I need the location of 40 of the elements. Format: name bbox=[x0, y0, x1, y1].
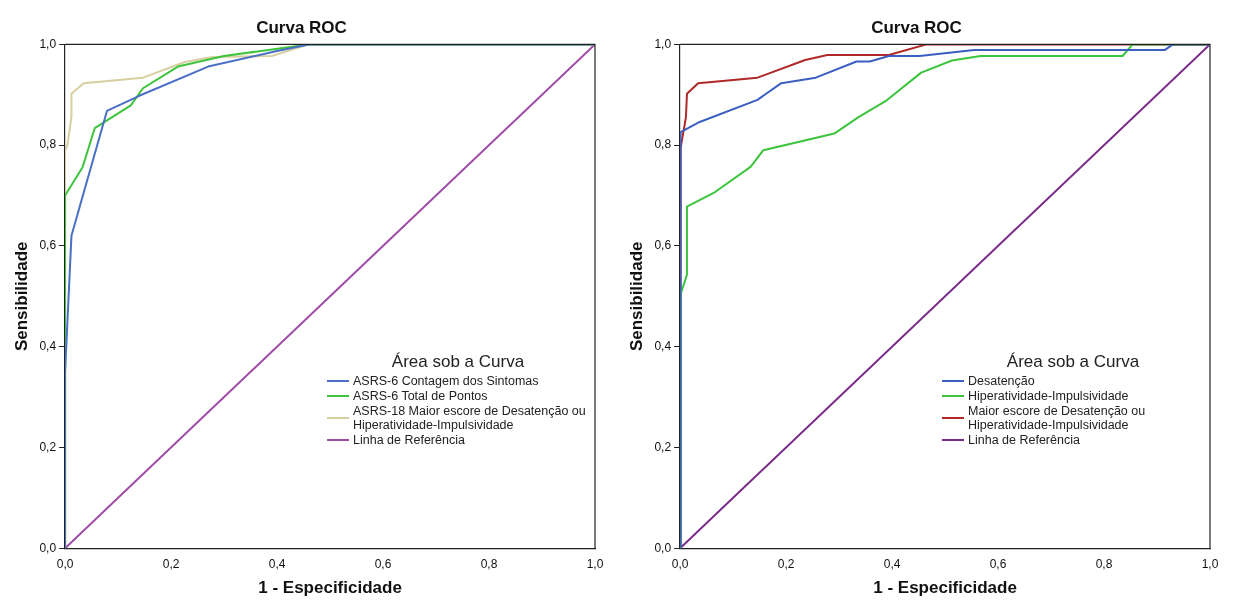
x-tick-label: 0,8 bbox=[480, 556, 498, 571]
y-tick-label: 0,6 bbox=[654, 238, 672, 253]
legend-label: ASRS-18 Maior escore de Desatenção ou Hiperatividade-Impulsividade bbox=[353, 404, 587, 433]
x-tick-label: 0,4 bbox=[883, 556, 901, 571]
x-tick-label: 0,0 bbox=[671, 556, 689, 571]
x-tick-label: 0,6 bbox=[374, 556, 392, 571]
y-axis-title: Sensibilidade bbox=[626, 241, 646, 352]
x-tick-label: 0,0 bbox=[56, 556, 74, 571]
x-tick-label: 0,8 bbox=[1095, 556, 1113, 571]
y-tick-label: 0,6 bbox=[39, 238, 57, 253]
y-tick-label: 0,0 bbox=[39, 540, 57, 555]
x-tick-label: 0,6 bbox=[989, 556, 1007, 571]
x-tick-label: 1,0 bbox=[586, 556, 604, 571]
legend-label: ASRS-6 Total de Pontos bbox=[353, 389, 488, 404]
legend-label: ASRS-6 Contagem dos Sintomas bbox=[353, 374, 539, 389]
x-tick-label: 0,4 bbox=[268, 556, 286, 571]
x-axis-title: 1 - Especificidade bbox=[258, 578, 402, 598]
x-axis-title: 1 - Especificidade bbox=[873, 578, 1017, 598]
y-tick-label: 0,8 bbox=[654, 137, 672, 152]
y-tick-label: 0,4 bbox=[654, 338, 672, 353]
legend-label: Linha de Referência bbox=[968, 433, 1080, 448]
x-tick-label: 0,2 bbox=[162, 556, 180, 571]
y-tick-label: 1,0 bbox=[654, 36, 672, 51]
chart-title: Curva ROC bbox=[871, 17, 962, 37]
legend-label: Desatenção bbox=[968, 374, 1035, 389]
legend-title: Área sob a Curva bbox=[390, 352, 526, 372]
y-tick-label: 0,2 bbox=[654, 439, 672, 454]
y-tick-label: 0,4 bbox=[39, 338, 57, 353]
y-tick-label: 0,0 bbox=[654, 540, 672, 555]
y-tick-label: 1,0 bbox=[39, 36, 57, 51]
legend-label: Linha de Referência bbox=[353, 433, 465, 448]
y-axis-title: Sensibilidade bbox=[11, 241, 31, 352]
chart-title: Curva ROC bbox=[256, 17, 347, 37]
legend-title: Área sob a Curva bbox=[1005, 352, 1141, 372]
x-tick-label: 1,0 bbox=[1201, 556, 1219, 571]
legend-label: Hiperatividade-Impulsividade bbox=[968, 389, 1129, 404]
legend-label: Maior escore de Desatenção ou Hiperatividade-Impulsividade bbox=[968, 404, 1147, 433]
x-tick-label: 0,2 bbox=[777, 556, 795, 571]
y-tick-label: 0,2 bbox=[39, 439, 57, 454]
y-tick-label: 0,8 bbox=[39, 137, 57, 152]
